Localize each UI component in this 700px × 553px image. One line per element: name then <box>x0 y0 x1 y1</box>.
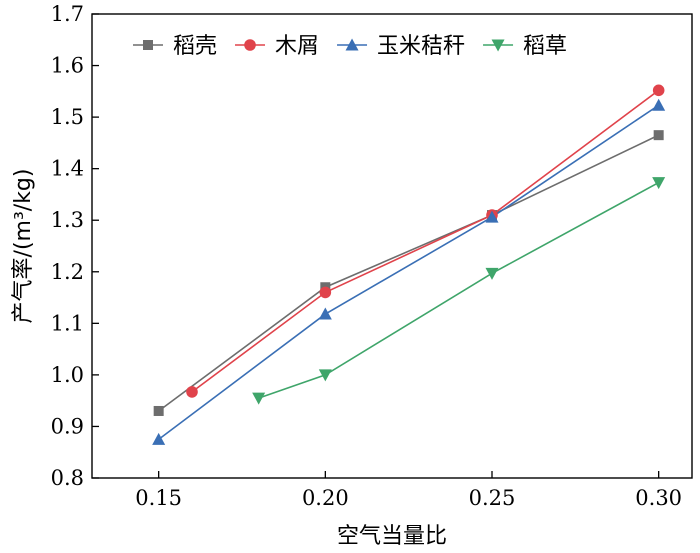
series-lines <box>158 89 660 440</box>
data-point <box>252 392 266 405</box>
legend-marker <box>345 38 359 51</box>
legend-label: 玉米秸秆 <box>377 34 465 59</box>
data-point <box>485 210 499 223</box>
legend-marker <box>244 39 256 51</box>
series-markers <box>152 84 666 445</box>
data-point <box>153 405 164 416</box>
y-tick-label: 1.3 <box>51 208 84 232</box>
series-line-2 <box>158 104 660 440</box>
data-point <box>318 369 332 382</box>
y-tick-label: 1.1 <box>51 311 84 335</box>
x-tick-label: 0.20 <box>302 486 349 510</box>
y-tick-label: 1.5 <box>51 105 84 129</box>
y-tick-label: 0.9 <box>51 414 84 438</box>
legend: 稻壳 木屑 玉米秸秆 稻草 <box>133 34 567 59</box>
legend-marker <box>491 39 505 52</box>
y-tick-label: 1.2 <box>51 260 84 284</box>
data-point <box>485 267 499 280</box>
series-line-0 <box>158 134 660 412</box>
legend-marker <box>143 40 153 50</box>
y-tick-label: 1.4 <box>51 157 84 181</box>
data-point <box>652 84 665 97</box>
data-point <box>319 286 332 299</box>
y-tick-label: 0.8 <box>51 466 84 490</box>
y-tick-label: 1.6 <box>51 54 84 78</box>
y-tick-label: 1.0 <box>51 363 84 387</box>
data-point <box>152 432 166 445</box>
data-point <box>652 98 666 111</box>
series-line-3 <box>258 181 660 399</box>
data-point <box>652 177 666 190</box>
legend-label: 稻草 <box>523 34 567 59</box>
legend-label: 木屑 <box>275 34 319 59</box>
data-point <box>653 130 664 141</box>
data-point <box>186 386 198 398</box>
y-axis-title: 产气率/(m³/kg) <box>11 169 36 324</box>
legend-label: 稻壳 <box>173 34 217 59</box>
x-tick-label: 0.30 <box>635 486 682 510</box>
series-line-1 <box>191 89 660 393</box>
y-axis-ticks: 0.8 0.9 1.0 1.1 1.2 1.3 1.4 1.5 1.6 1.7 <box>51 2 99 490</box>
x-axis-ticks: 0.15 0.20 0.25 0.30 <box>135 471 682 510</box>
y-tick-label: 1.7 <box>51 2 84 26</box>
x-tick-label: 0.15 <box>135 486 182 510</box>
x-axis-title: 空气当量比 <box>337 524 447 549</box>
x-tick-label: 0.25 <box>469 486 516 510</box>
data-point <box>318 307 332 320</box>
plot-area-frame <box>91 13 693 479</box>
